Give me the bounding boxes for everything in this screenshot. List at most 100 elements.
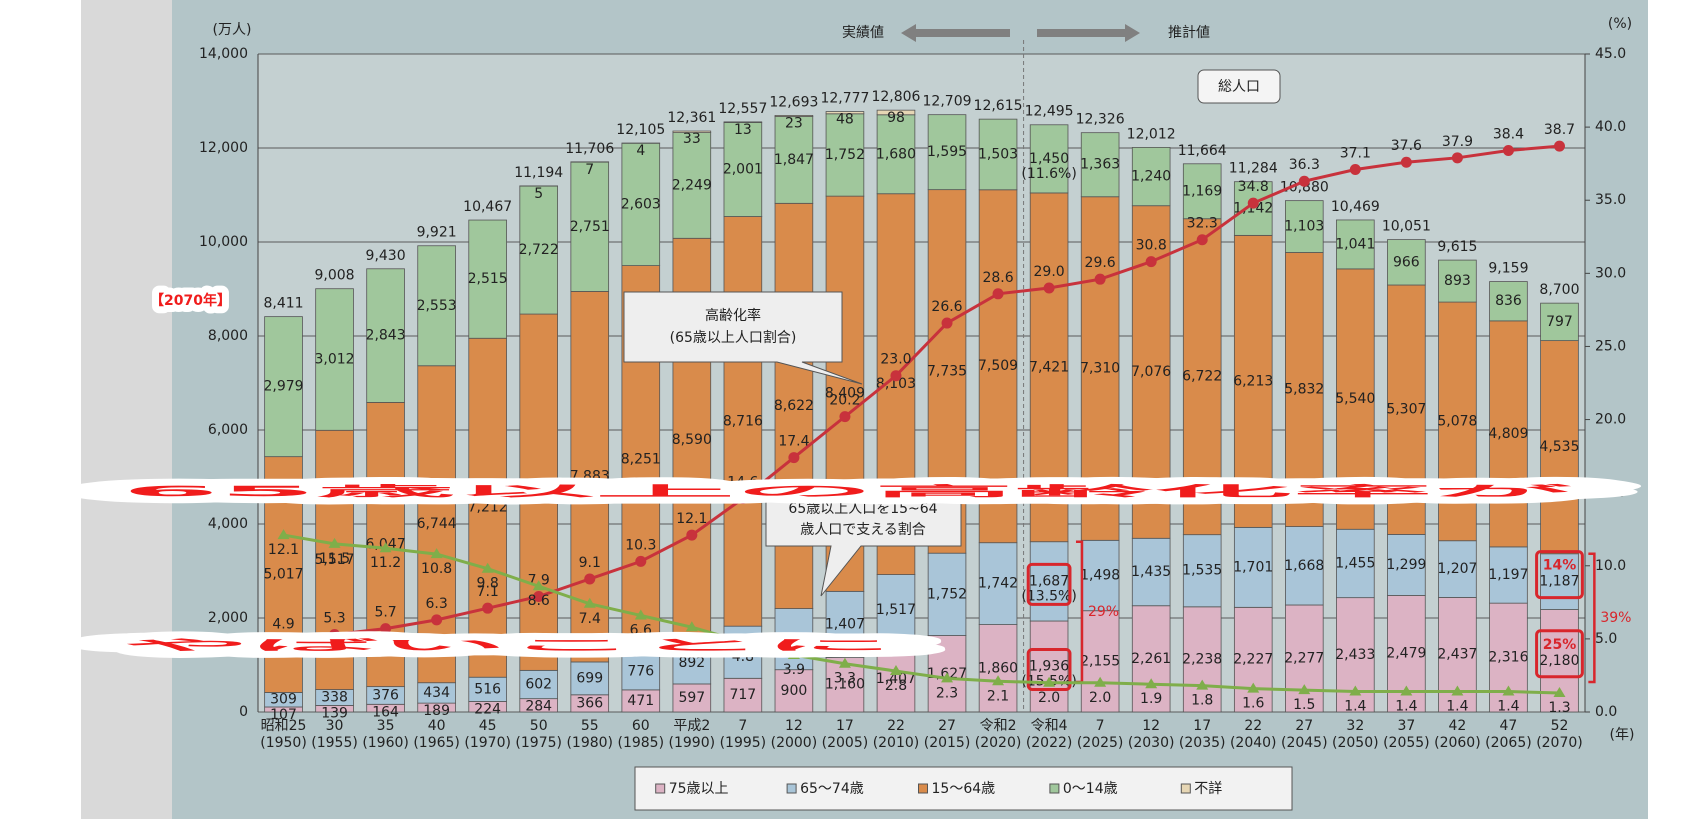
line-label: 4.9 [272, 616, 294, 632]
line-label: 11.5 [319, 551, 350, 567]
callout-text: (65歳以上人口割合) [670, 329, 797, 346]
value-label: 1,936 [1029, 659, 1069, 675]
value-label: 1,450 [1029, 151, 1069, 167]
total-label: 8,411 [263, 296, 303, 312]
value-label: 8,409 [825, 386, 865, 402]
x-tick-label: 27 [1295, 718, 1313, 734]
bar-segment [1489, 320, 1528, 548]
line-point [430, 548, 443, 559]
value-label: 7,310 [1080, 361, 1120, 377]
value-label: 1,301 [774, 631, 814, 647]
line-label: 9.1 [579, 555, 601, 571]
bar-segment [876, 109, 916, 116]
bar-segment [927, 114, 967, 191]
callout-text: 総人口 [1218, 79, 1260, 95]
x-tick-label: 昭和25 [261, 718, 307, 734]
line-label: 1.4 [1446, 699, 1468, 715]
value-label: 5,517 [315, 552, 355, 568]
bar-segment [1489, 546, 1528, 604]
x-tick-label: 52 [1551, 718, 1569, 734]
bar-segment [1540, 302, 1579, 342]
line-label: 9.8 [477, 576, 499, 592]
line-point [1043, 676, 1056, 687]
x-tick-sublabel: (1960) [362, 735, 409, 751]
x-tick-sublabel: (2035) [1179, 735, 1226, 751]
bar-segment [1387, 284, 1426, 535]
line-point [431, 614, 443, 626]
bar-segment [978, 118, 1018, 191]
bar-segment [1233, 234, 1273, 528]
line-point [329, 629, 341, 641]
line [283, 533, 1560, 695]
line-point [278, 634, 290, 646]
bar-segment [672, 641, 712, 685]
value-label: 699 [576, 670, 603, 686]
value-label: 892 [678, 655, 705, 671]
x-tick-label: 7 [738, 718, 747, 734]
bar-segment [1336, 219, 1375, 270]
bar-segment [1182, 606, 1222, 713]
x-tick-sublabel: (2060) [1434, 735, 1481, 751]
total-label: 10,469 [1331, 199, 1380, 215]
legend-label: 0～14歳 [1063, 781, 1118, 797]
line-label: 8.6 [528, 593, 550, 609]
x-tick-label: 35 [377, 718, 395, 734]
bar-segment [1182, 163, 1222, 220]
total-label: 12,105 [616, 122, 665, 138]
line-point [277, 529, 290, 540]
bar-segment [1131, 147, 1171, 207]
x-tick-sublabel: (2025) [1077, 735, 1124, 751]
line-label: 28.6 [982, 270, 1013, 286]
value-label: 7,883 [570, 469, 610, 485]
value-label: 48 [836, 112, 854, 128]
value-label: 139 [321, 705, 348, 721]
line-point [839, 411, 851, 423]
value-label: 3,012 [315, 352, 355, 368]
value-label: 7,735 [927, 363, 967, 379]
x-tick-label: 27 [938, 718, 956, 734]
bar-segment [315, 288, 354, 431]
bar-segment [723, 625, 763, 679]
line-point [380, 623, 392, 635]
plot-area [258, 54, 1585, 712]
value-label: 1,668 [1284, 558, 1324, 574]
x-tick-sublabel: (2040) [1230, 735, 1277, 751]
value-label: 2,553 [417, 298, 457, 314]
bar-segment [1285, 604, 1324, 713]
bar-segment [876, 114, 916, 195]
bar-segment [1029, 541, 1069, 622]
value-label: 1,187 [1539, 574, 1579, 590]
line-label: 10.3 [625, 537, 656, 553]
y2-tick-label: 0.0 [1595, 704, 1617, 720]
bar-segment [1182, 534, 1222, 608]
value-label: 1,041 [1335, 236, 1375, 252]
x-tick-sublabel: (2070) [1536, 735, 1583, 751]
total-label: 9,159 [1488, 261, 1528, 277]
x-tick-label: 30 [326, 718, 344, 734]
y2-tick-label: 25.0 [1595, 338, 1626, 354]
value-label: 893 [1444, 273, 1471, 289]
x-tick-sublabel: (2050) [1332, 735, 1379, 751]
value-label: 189 [423, 703, 450, 719]
callout-box [623, 291, 863, 385]
value-label: 1,407 [825, 616, 865, 632]
value-label: 1,847 [774, 152, 814, 168]
x-tick-sublabel: (2030) [1128, 735, 1175, 751]
value-label: 98 [887, 110, 905, 126]
value-label: 338 [321, 690, 348, 706]
arrow-left [901, 24, 1010, 42]
value-label: 1,197 [1488, 567, 1528, 583]
line-label: 34.8 [1238, 179, 1269, 195]
line-label: 12.1 [676, 511, 707, 527]
bar-segment [1233, 606, 1273, 713]
y2-unit: (%) [1608, 16, 1632, 32]
bar-segment [927, 552, 967, 636]
x-tick-label: 平成2 [673, 718, 710, 734]
total-label: 8,700 [1539, 282, 1579, 298]
line-label: 5.3 [323, 611, 345, 627]
line-point [1247, 682, 1260, 693]
legend-swatch [1049, 783, 1060, 794]
x-tick-label: 55 [581, 718, 599, 734]
bar-segment [621, 142, 661, 266]
x-tick-label: 22 [1244, 718, 1262, 734]
